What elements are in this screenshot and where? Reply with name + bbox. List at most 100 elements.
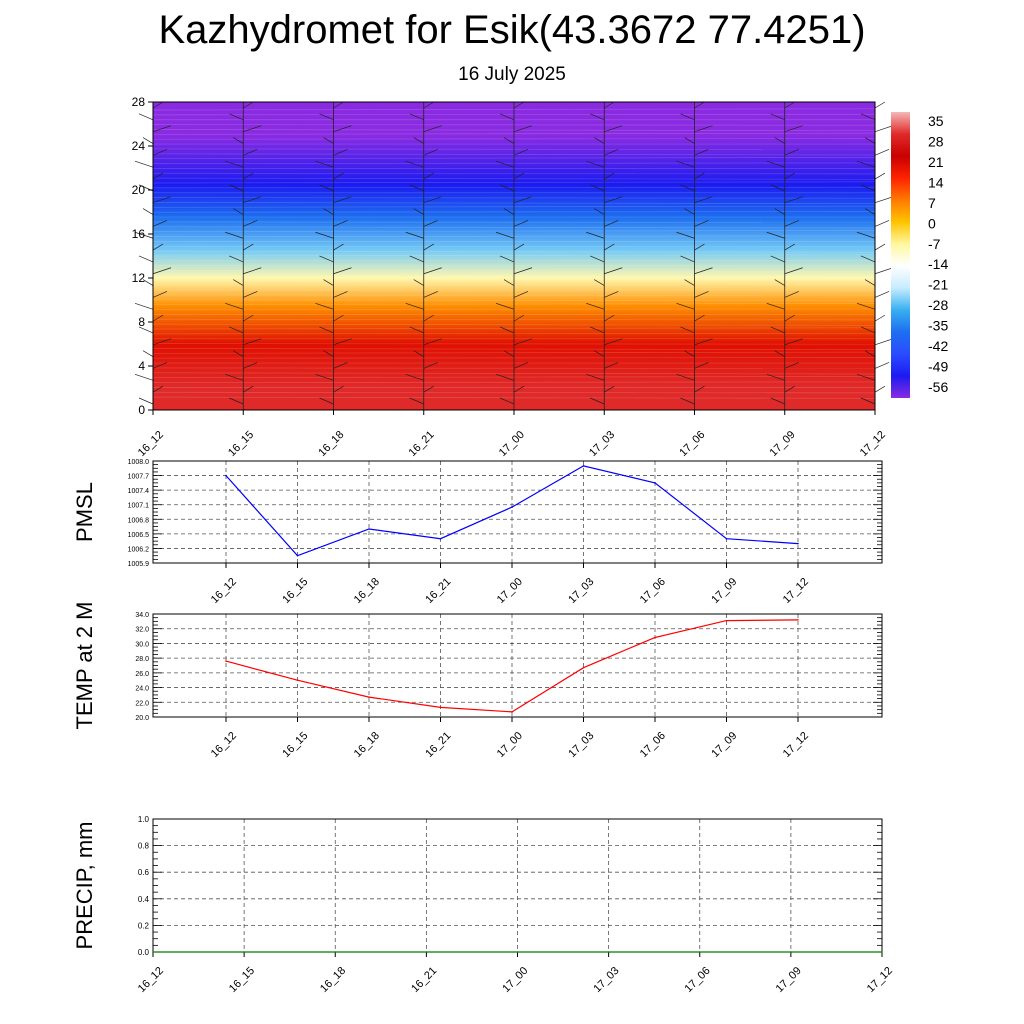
x-tick-label: 16_21 <box>423 730 453 760</box>
wind-barb <box>680 113 695 121</box>
x-tick-label: 17_09 <box>709 730 739 760</box>
wind-barb <box>860 326 876 334</box>
data-point <box>881 951 883 953</box>
wind-barb <box>495 160 515 168</box>
wind-barb <box>499 326 515 334</box>
wind-barb <box>864 279 876 286</box>
wind-barb <box>860 255 876 263</box>
wind-barb <box>243 125 262 133</box>
data-point <box>439 706 442 709</box>
y-tick-label: 1007.4 <box>128 488 150 495</box>
x-tick-label: 17_09 <box>709 576 739 606</box>
wind-barb <box>152 125 172 133</box>
wind-barb <box>423 196 442 204</box>
wind-barb <box>694 149 709 156</box>
data-point <box>654 636 656 639</box>
wind-barb <box>604 196 623 204</box>
wind-barb <box>152 291 168 298</box>
wind-barb <box>774 279 785 286</box>
x-tick-label: 16_21 <box>409 965 439 995</box>
y-tick-label: 0.0 <box>138 948 150 957</box>
wind-barb <box>874 125 894 133</box>
wind-barb <box>243 385 254 393</box>
wind-barb <box>513 267 533 275</box>
wind-barb <box>694 314 705 322</box>
wind-barb <box>684 350 695 357</box>
wind-barb <box>513 220 529 227</box>
wind-barb <box>590 326 605 334</box>
data-point <box>511 711 513 713</box>
wind-barb <box>684 137 695 144</box>
wind-barb <box>152 149 168 156</box>
y-tick-label: 1006.5 <box>128 532 150 539</box>
x-tick-label: 17_06 <box>683 965 713 995</box>
wind-barb <box>594 350 605 357</box>
y-tick-label: 20.0 <box>135 715 149 722</box>
wind-barb <box>784 338 803 346</box>
wind-barb <box>423 220 438 227</box>
wind-barb <box>243 291 258 298</box>
wind-barb <box>513 385 525 393</box>
wind-barb-column <box>766 101 803 410</box>
wind-barb <box>333 291 348 298</box>
wind-barb <box>233 350 244 357</box>
wind-barb <box>874 362 890 369</box>
wind-barb <box>513 149 529 156</box>
y-tick-label: 0 <box>138 403 145 417</box>
wind-barb <box>152 243 164 251</box>
wind-barb <box>243 172 254 180</box>
x-tick-label: 17_00 <box>495 576 525 606</box>
wind-barb <box>860 113 876 121</box>
wind-barb <box>513 362 529 369</box>
wind-barb <box>784 220 799 227</box>
colorbar-label: -7 <box>928 236 941 252</box>
wind-barb <box>604 172 615 180</box>
wind-barb <box>499 397 515 405</box>
y-tick-label: 8 <box>138 315 145 329</box>
wind-barb <box>856 302 876 310</box>
wind-barb <box>229 397 244 405</box>
wind-barb <box>694 101 705 109</box>
wind-barb <box>766 302 785 310</box>
wind-barb <box>495 302 515 310</box>
colorbar-label: 0 <box>928 215 936 231</box>
x-tick-label: 17_00 <box>497 429 527 459</box>
y-tick-label: 1.0 <box>138 815 150 824</box>
wind-barb <box>784 196 803 204</box>
wind-barb <box>142 208 154 215</box>
wind-barb <box>152 101 164 109</box>
x-tick-label: 16_18 <box>352 576 382 606</box>
wind-barb-column <box>586 101 623 410</box>
y-tick-label: 1005.9 <box>128 561 150 568</box>
x-tick-label: 17_09 <box>774 965 804 995</box>
wind-barb <box>243 243 254 251</box>
wind-barb <box>784 243 795 251</box>
wind-barb <box>874 243 886 251</box>
wind-barb <box>676 302 695 310</box>
wind-barb <box>874 291 890 298</box>
wind-barb <box>134 231 154 239</box>
data-point <box>797 619 799 621</box>
wind-barb <box>864 208 876 215</box>
wind-barb <box>784 101 795 109</box>
wind-barb <box>513 101 525 109</box>
y-tick-label: 28 <box>132 95 146 109</box>
wind-barb <box>604 220 619 227</box>
wind-barb-column <box>315 101 352 410</box>
wind-barb <box>405 160 424 168</box>
wind-barb <box>860 184 876 192</box>
pmsl-panel: 1005.9 1006.2 1006.5 1006.8 1007.1 1007.4 1007… <box>72 459 883 606</box>
y-tick-label: 0.6 <box>138 868 150 877</box>
wind-barb <box>860 397 876 405</box>
x-tick-label: 16_12 <box>209 576 239 606</box>
x-tick-label: 16_15 <box>227 965 257 995</box>
wind-barb <box>323 350 334 357</box>
wind-barb <box>243 338 262 346</box>
wind-barb <box>874 385 886 393</box>
wind-barb <box>503 279 515 286</box>
wind-barb <box>874 267 894 275</box>
wind-barb <box>784 314 795 322</box>
x-tick-label: 17_12 <box>781 576 811 606</box>
y-tick-label: 24.0 <box>135 686 149 693</box>
wind-barb <box>513 243 525 251</box>
